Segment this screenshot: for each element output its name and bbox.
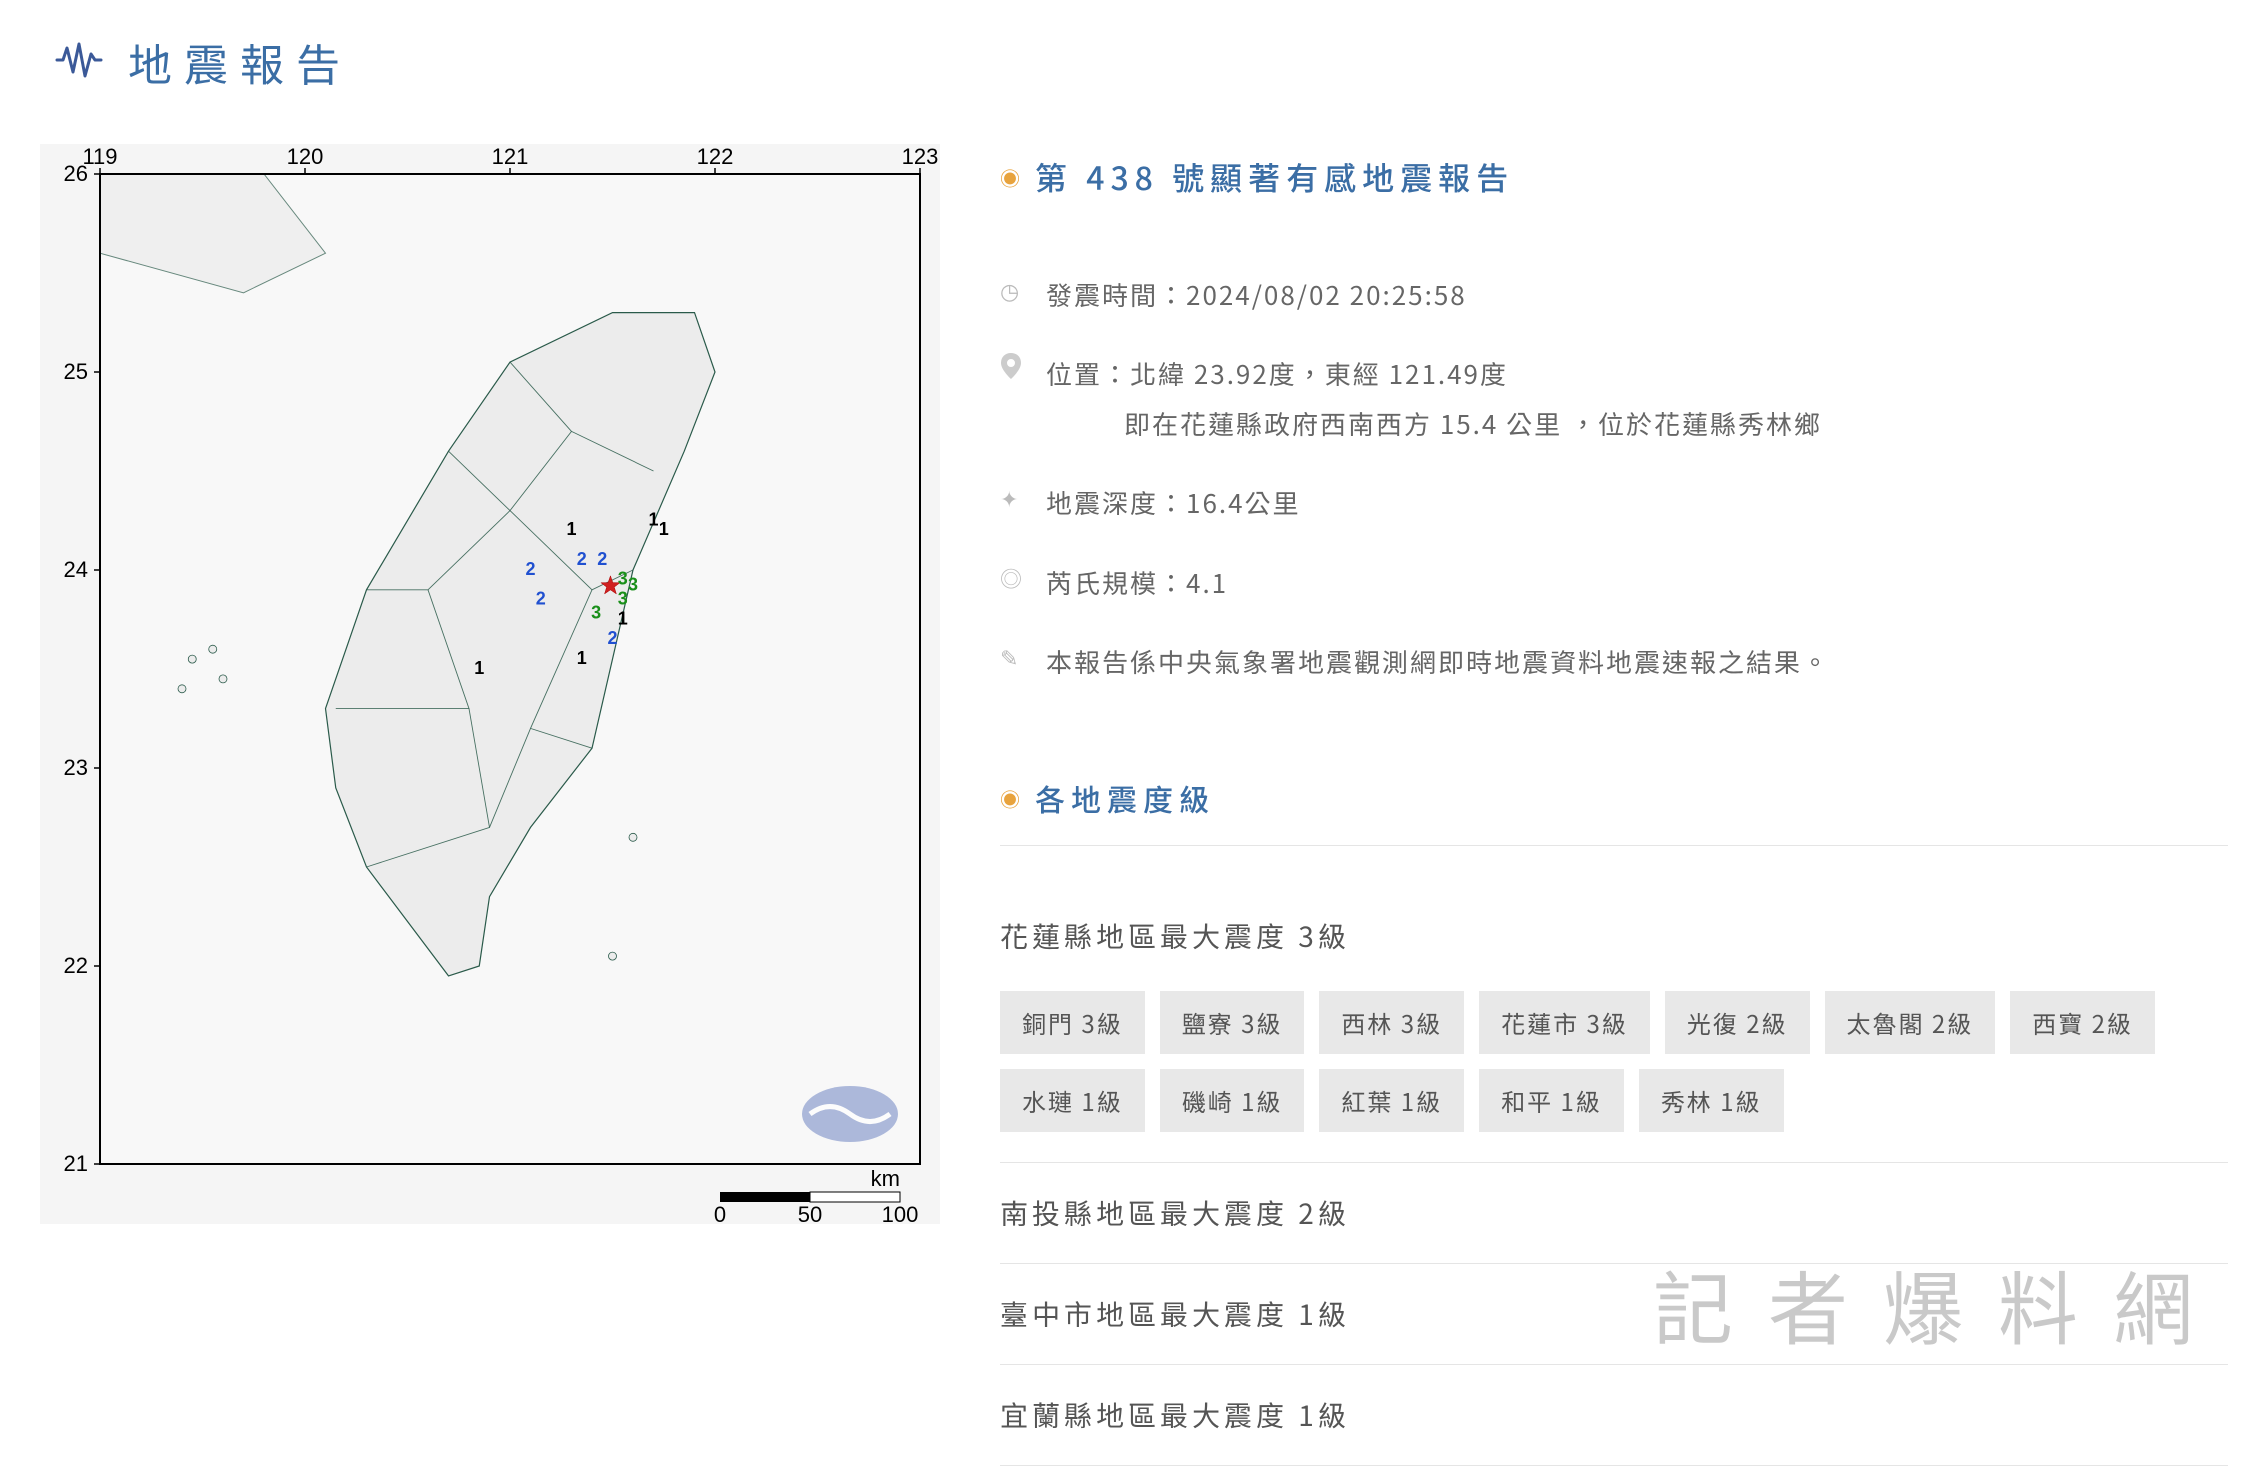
magnitude-value: 4.1 — [1186, 564, 1228, 601]
intensity-badge[interactable]: 紅葉 1級 — [1319, 1069, 1464, 1132]
seismic-wave-icon — [55, 32, 103, 93]
intensity-badge[interactable]: 秀林 1級 — [1639, 1069, 1784, 1132]
svg-text:1: 1 — [577, 648, 587, 668]
region-title: 臺中市地區最大震度 1級 — [1000, 1294, 2228, 1334]
intensity-badge[interactable]: 西寶 2級 — [2010, 991, 2155, 1054]
info-list: ◷ 發震時間：2024/08/02 20:25:58 位置：北緯 23.92度，… — [1000, 270, 2228, 686]
intensity-section-title: 各地震度級 — [1035, 776, 1215, 820]
svg-text:2: 2 — [577, 549, 587, 569]
svg-text:2: 2 — [597, 549, 607, 569]
regions-container: 花蓮縣地區最大震度 3級銅門 3級鹽寮 3級西林 3級花蓮市 3級光復 2級太魯… — [1000, 886, 2228, 1466]
svg-text:1: 1 — [474, 658, 484, 678]
svg-text:km: km — [871, 1166, 900, 1191]
svg-text:1: 1 — [566, 519, 576, 539]
intensity-badge[interactable]: 西林 3級 — [1319, 991, 1464, 1054]
svg-text:25: 25 — [64, 359, 88, 384]
info-time: ◷ 發震時間：2024/08/02 20:25:58 — [1000, 270, 2228, 319]
svg-text:1: 1 — [659, 519, 669, 539]
region-block[interactable]: 南投縣地區最大震度 2級 — [1000, 1163, 2228, 1264]
location-label: 位置： — [1046, 355, 1130, 392]
info-location: 位置：北緯 23.92度，東經 121.49度 即在花蓮縣政府西南西方 15.4… — [1000, 349, 2228, 448]
svg-text:2: 2 — [525, 559, 535, 579]
svg-text:24: 24 — [64, 557, 88, 582]
page-header: 地震報告 — [40, 30, 2228, 94]
time-value: 2024/08/02 20:25:58 — [1186, 276, 1467, 313]
svg-text:123: 123 — [902, 144, 939, 169]
intensity-badge[interactable]: 水璉 1級 — [1000, 1069, 1145, 1132]
svg-text:50: 50 — [798, 1202, 822, 1224]
svg-text:120: 120 — [287, 144, 324, 169]
svg-text:3: 3 — [591, 602, 601, 622]
intensity-badge[interactable]: 鹽寮 3級 — [1160, 991, 1305, 1054]
depth-label: 地震深度： — [1046, 484, 1186, 521]
svg-text:26: 26 — [64, 161, 88, 186]
depth-icon: ✦ — [1000, 482, 1028, 514]
bullet-icon: ◉ — [1000, 784, 1020, 813]
info-depth: ✦ 地震深度：16.4公里 — [1000, 478, 2228, 527]
svg-text:0: 0 — [714, 1202, 726, 1224]
svg-text:1: 1 — [648, 509, 658, 529]
location-line2: 即在花蓮縣政府西南西方 15.4 公里 ，位於花蓮縣秀林鄉 — [1124, 399, 1822, 448]
intensity-badge[interactable]: 光復 2級 — [1665, 991, 1810, 1054]
svg-text:122: 122 — [697, 144, 734, 169]
info-panel: ◉ 第 438 號顯著有感地震報告 ◷ 發震時間：2024/08/02 20:2… — [1000, 144, 2228, 1466]
note-text: 本報告係中央氣象署地震觀測網即時地震資料地震速報之結果。 — [1046, 637, 1830, 686]
region-block[interactable]: 臺中市地區最大震度 1級 — [1000, 1264, 2228, 1365]
intensity-badge[interactable]: 和平 1級 — [1479, 1069, 1624, 1132]
svg-text:121: 121 — [492, 144, 529, 169]
svg-text:22: 22 — [64, 953, 88, 978]
svg-text:3: 3 — [618, 588, 628, 608]
svg-text:1: 1 — [618, 608, 628, 628]
magnitude-icon: ◎ — [1000, 562, 1028, 594]
pin-icon — [1000, 353, 1028, 386]
time-label: 發震時間： — [1046, 276, 1186, 313]
region-block[interactable]: 宜蘭縣地區最大震度 1級 — [1000, 1365, 2228, 1466]
report-title: 第 438 號顯著有感地震報告 — [1035, 154, 1514, 200]
svg-text:3: 3 — [628, 575, 638, 595]
intensity-badge[interactable]: 花蓮市 3級 — [1479, 991, 1650, 1054]
bullet-icon: ◉ — [1000, 163, 1020, 192]
svg-text:2: 2 — [536, 588, 546, 608]
intensity-badge[interactable]: 太魯閣 2級 — [1825, 991, 1996, 1054]
region-title: 南投縣地區最大震度 2級 — [1000, 1193, 2228, 1233]
earthquake-map: 3333222221111111191201211221232122232425… — [40, 144, 940, 1224]
svg-text:100: 100 — [882, 1202, 919, 1224]
depth-value: 16.4公里 — [1186, 484, 1301, 521]
region-title: 花蓮縣地區最大震度 3級 — [1000, 916, 2228, 956]
svg-text:2: 2 — [607, 628, 617, 648]
svg-text:3: 3 — [618, 569, 628, 589]
note-icon: ✎ — [1000, 641, 1028, 673]
info-note: ✎ 本報告係中央氣象署地震觀測網即時地震資料地震速報之結果。 — [1000, 637, 2228, 686]
intensity-badge[interactable]: 銅門 3級 — [1000, 991, 1145, 1054]
report-title-row: ◉ 第 438 號顯著有感地震報告 — [1000, 154, 2228, 200]
main-content: 3333222221111111191201211221232122232425… — [40, 144, 2228, 1466]
badges-container: 銅門 3級鹽寮 3級西林 3級花蓮市 3級光復 2級太魯閣 2級西寶 2級水璉 … — [1000, 991, 2228, 1132]
page-title: 地震報告 — [128, 30, 352, 94]
info-magnitude: ◎ 芮氏規模：4.1 — [1000, 558, 2228, 607]
intensity-section-header: ◉ 各地震度級 — [1000, 776, 2228, 846]
clock-icon: ◷ — [1000, 274, 1028, 306]
region-title: 宜蘭縣地區最大震度 1級 — [1000, 1395, 2228, 1435]
map-container: 3333222221111111191201211221232122232425… — [40, 144, 940, 1224]
intensity-badge[interactable]: 磯崎 1級 — [1160, 1069, 1305, 1132]
region-block[interactable]: 花蓮縣地區最大震度 3級銅門 3級鹽寮 3級西林 3級花蓮市 3級光復 2級太魯… — [1000, 886, 2228, 1163]
magnitude-label: 芮氏規模： — [1046, 564, 1186, 601]
svg-text:21: 21 — [64, 1151, 88, 1176]
svg-text:23: 23 — [64, 755, 88, 780]
location-line1: 北緯 23.92度，東經 121.49度 — [1130, 355, 1508, 392]
map-panel: 3333222221111111191201211221232122232425… — [40, 144, 940, 1466]
